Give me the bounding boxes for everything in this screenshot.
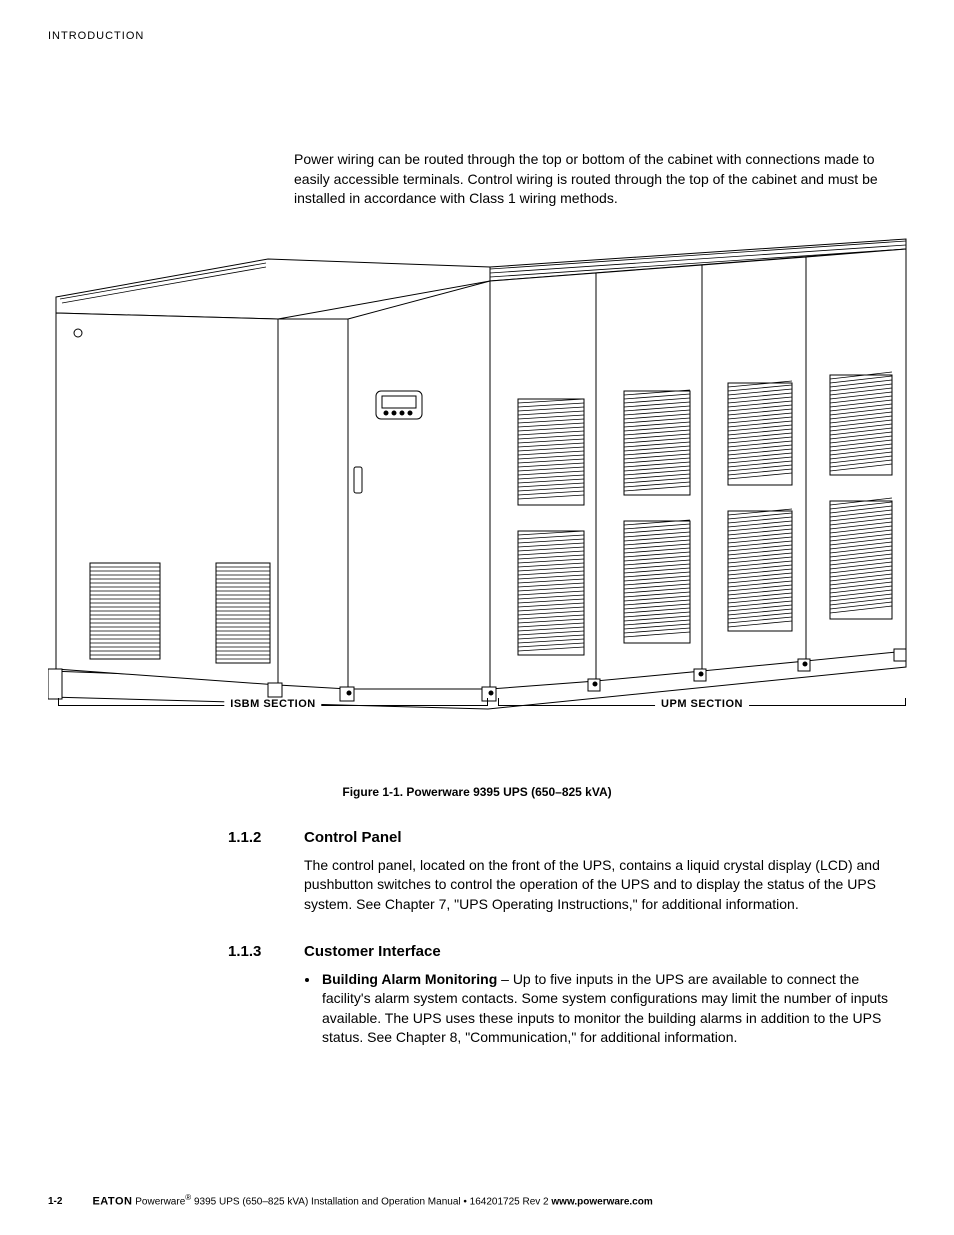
upm-label: UPM SECTION <box>655 698 749 710</box>
section-control-panel: 1.1.2 Control Panel The control panel, l… <box>228 829 896 915</box>
intro-paragraph: Power wiring can be routed through the t… <box>294 150 896 209</box>
page-number: 1-2 <box>48 1196 62 1207</box>
figure-caption: Figure 1-1. Powerware 9395 UPS (650–825 … <box>48 785 906 799</box>
footer-product: Powerware <box>135 1196 185 1207</box>
section-customer-interface: 1.1.3 Customer Interface Building Alarm … <box>228 943 896 1048</box>
figure-area: ISBM SECTION UPM SECTION <box>48 237 908 777</box>
list-item: Building Alarm Monitoring – Up to five i… <box>320 970 896 1048</box>
footer-text: EATON Powerware® 9395 UPS (650–825 kVA) … <box>92 1193 652 1207</box>
bullet-lead: Building Alarm Monitoring <box>322 971 497 987</box>
section-body: The control panel, located on the front … <box>304 856 896 915</box>
footer-url: www.powerware.com <box>551 1196 652 1207</box>
isbm-label: ISBM SECTION <box>224 698 321 710</box>
page-header: INTRODUCTION <box>48 30 906 42</box>
footer-model: 9395 UPS (650–825 kVA) Installation and … <box>191 1196 551 1207</box>
ups-line-drawing <box>48 237 908 727</box>
section-title: Control Panel <box>304 829 402 846</box>
footer-brand: EATON <box>92 1195 132 1207</box>
section-title: Customer Interface <box>304 943 441 960</box>
section-number: 1.1.2 <box>228 829 276 846</box>
section-number: 1.1.3 <box>228 943 276 960</box>
section-brackets: ISBM SECTION UPM SECTION <box>48 705 908 731</box>
bullet-list: Building Alarm Monitoring – Up to five i… <box>320 970 896 1048</box>
page-footer: 1-2 EATON Powerware® 9395 UPS (650–825 k… <box>48 1193 906 1207</box>
